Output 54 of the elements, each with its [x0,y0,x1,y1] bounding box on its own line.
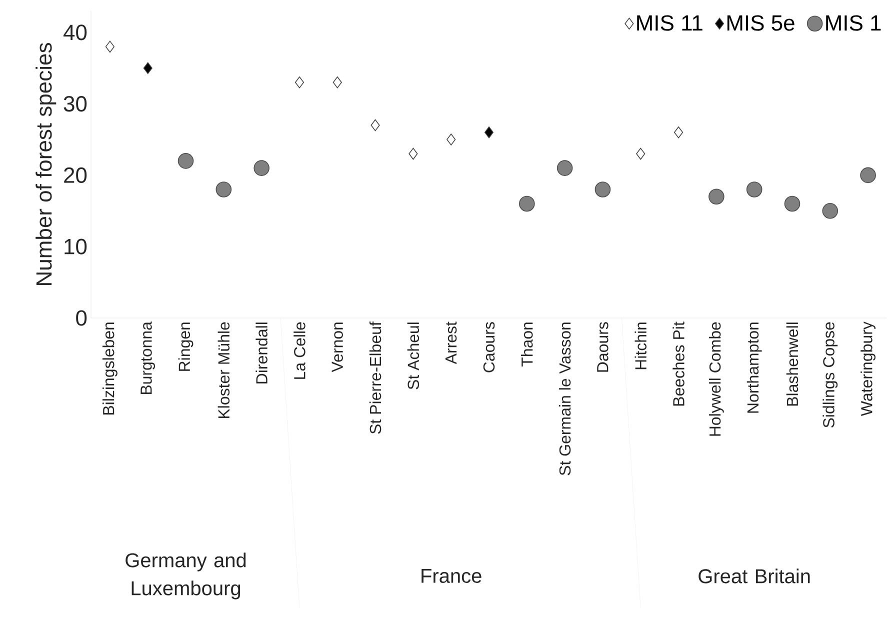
y-tick-label: 0 [76,310,87,326]
x-tick-label: St Pierre-Elbeuf [369,322,382,434]
point [370,119,380,132]
x-tick-label: Sidlings Copse [822,322,838,428]
x-tick-label: Daours [597,322,608,372]
point [784,196,800,212]
point [332,76,342,88]
point [178,153,194,169]
x-tick-label: St Acheul [407,322,420,390]
x-tick-label: Wateringbury [860,322,876,416]
x-tick-label: Hitchin [634,322,646,370]
point [636,148,646,160]
x-tick-label: Vernon [332,322,343,372]
text: Great Britain [698,568,810,584]
y-axis-title: Number of forest species [36,43,56,285]
x-tick-label: Burgtonna [140,322,156,394]
x-tick-label: Blashenwell [786,322,798,406]
point [860,167,876,184]
point [822,203,838,219]
x-tick-label: Direndall [256,322,268,384]
text: Germany and Luxembourg [126,552,246,600]
y-tick-label: 20 [64,167,87,183]
x-tick-label: Northampton [746,322,762,413]
point [708,188,724,205]
point [556,160,573,176]
point [446,134,456,146]
legend-label: MIS 5e [727,15,794,31]
point [519,196,535,212]
y-tick-label: 10 [64,238,87,254]
point [594,182,611,198]
x-tick-label: Bilzingsleben [102,322,118,414]
x-tick-label: Kloster Mühle [218,322,230,418]
point [254,160,270,176]
x-tick-label: La Celle [294,322,306,379]
legend-label: MIS 1 [826,15,881,31]
y-tick-label: 30 [64,96,87,112]
x-tick-label: Caours [483,322,495,372]
point [105,40,114,53]
text: France [422,569,482,583]
x-tick-label: Beeches Pit [672,322,684,406]
point [408,148,418,160]
point [674,126,684,138]
x-tick-label: Thaon [521,322,533,367]
y-tick-label: 40 [64,24,87,40]
x-tick-label: St Germain le Vasson [558,322,571,476]
point [216,182,232,198]
point [484,126,494,138]
x-tick-label: Ringen [178,322,194,371]
point [746,182,762,198]
x-tick-label: Arrest [446,322,457,364]
legend-label: MIS 11 [637,15,702,31]
x-tick-label: Holywell Combe [708,322,724,436]
point [143,62,152,74]
point [294,76,304,88]
